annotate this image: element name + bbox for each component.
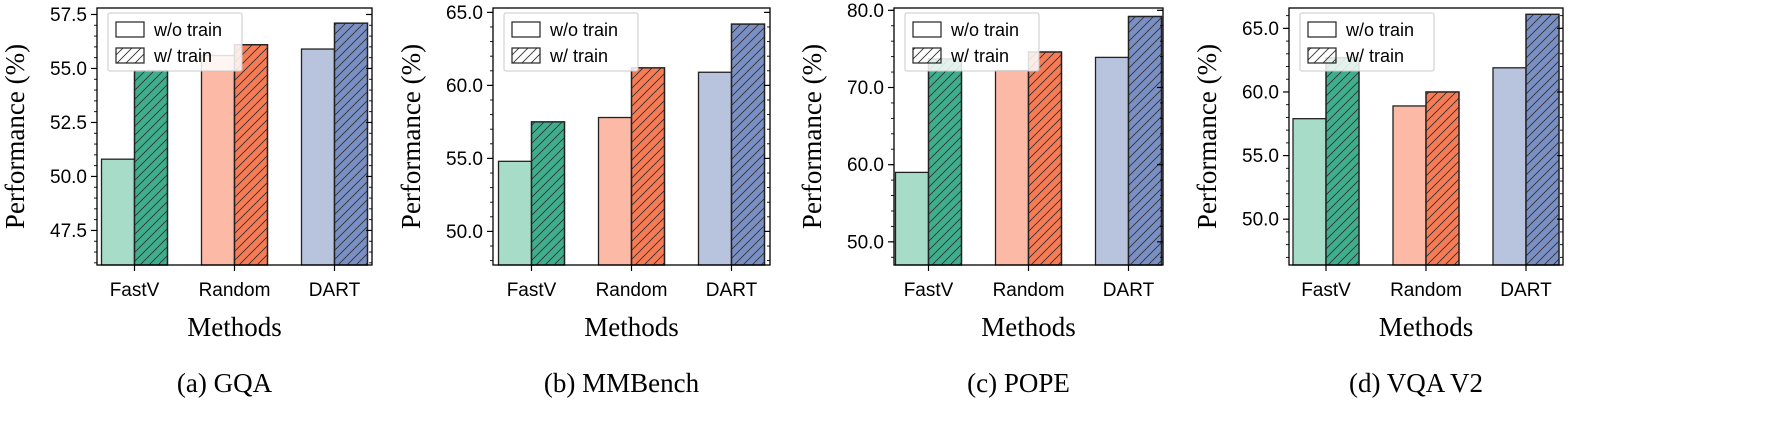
bar-fastv-wo-train xyxy=(1292,118,1327,266)
bar-hatch-fastv xyxy=(1325,56,1360,266)
plot-frame xyxy=(96,7,373,266)
x-tick-label: Random xyxy=(993,280,1065,301)
y-tick-label: 50.0 xyxy=(1242,210,1279,231)
x-axis-title: Methods xyxy=(584,312,679,342)
y-axis-title: Performance (%) xyxy=(1192,44,1222,229)
legend-label-w-train: w/ train xyxy=(950,46,1009,66)
legend-swatch-wo-train xyxy=(115,21,145,38)
y-tick-label: 60.0 xyxy=(1242,82,1279,103)
bar-hatch-dart xyxy=(1525,13,1560,266)
legend-swatch-wo-train xyxy=(912,21,942,38)
bar-hatch-random xyxy=(233,44,269,266)
y-tick-label: 65.0 xyxy=(446,3,483,24)
bar-hatch-fastv xyxy=(133,69,169,266)
legend-swatch-w-train xyxy=(1307,47,1337,64)
y-tick-label: 47.5 xyxy=(50,221,87,242)
y-axis-title: Performance (%) xyxy=(396,44,426,229)
x-axis-title: Methods xyxy=(187,312,282,342)
bar-random-wo-train xyxy=(1392,105,1427,266)
y-tick-label: 60.0 xyxy=(446,76,483,97)
legend-label-wo-train: w/o train xyxy=(153,20,222,40)
x-axis-title: Methods xyxy=(981,312,1076,342)
y-tick-label: 80.0 xyxy=(847,1,884,22)
legend-swatch-wo-train xyxy=(1307,21,1337,38)
y-tick-label: 65.0 xyxy=(1242,19,1279,40)
chart-panel-2: FastV Random DART 50.0 55.0 60.0 65.0 w/o train… xyxy=(396,3,771,398)
legend-label-wo-train: w/o train xyxy=(950,20,1019,40)
chart-panel-3: FastV Random DART 50.0 60.0 70.0 80.0 w/o train… xyxy=(797,1,1164,398)
legend-swatch-w-train xyxy=(115,47,145,64)
bar-dart-wo-train xyxy=(1492,67,1527,266)
x-tick-label: DART xyxy=(706,280,758,301)
bar-hatch-random xyxy=(1425,91,1460,266)
bar-hatch-dart xyxy=(1127,15,1163,266)
legend-label-w-train: w/ train xyxy=(153,46,212,66)
bar-dart-wo-train xyxy=(1094,56,1130,266)
x-tick-label: DART xyxy=(1103,280,1155,301)
panel-caption: (a) GQA xyxy=(177,368,273,398)
bar-hatch-dart xyxy=(730,23,766,266)
bar-hatch-random xyxy=(1027,51,1063,266)
bar-hatch-fastv xyxy=(927,58,963,266)
legend-label-w-train: w/ train xyxy=(549,46,608,66)
y-tick-label: 50.0 xyxy=(50,167,87,188)
legend-label-wo-train: w/o train xyxy=(1345,20,1414,40)
x-tick-label: FastV xyxy=(904,280,954,301)
x-tick-label: Random xyxy=(199,280,271,301)
plot-frame xyxy=(893,7,1164,266)
bar-random-wo-train xyxy=(994,69,1030,266)
bar-random-wo-train xyxy=(200,54,236,266)
panel-caption: (b) MMBench xyxy=(544,368,700,398)
x-axis-title: Methods xyxy=(1379,312,1474,342)
x-tick-label: FastV xyxy=(1301,280,1351,301)
y-tick-label: 55.0 xyxy=(50,59,87,80)
y-tick-label: 70.0 xyxy=(847,78,884,99)
y-tick-label: 50.0 xyxy=(847,232,884,253)
x-tick-label: Random xyxy=(596,280,668,301)
x-tick-label: DART xyxy=(309,280,361,301)
bar-hatch-dart xyxy=(333,22,369,266)
bar-fastv-wo-train xyxy=(497,160,533,266)
y-tick-label: 52.5 xyxy=(50,113,87,134)
y-tick-label: 55.0 xyxy=(1242,146,1279,167)
panel-caption: (c) POPE xyxy=(967,368,1070,398)
bar-dart-wo-train xyxy=(697,71,733,266)
chart-panel-1: FastV Random DART 47.5 50.0 52.5 55.0 57.5 w/o t… xyxy=(0,5,373,398)
x-tick-label: DART xyxy=(1500,280,1552,301)
plot-frame xyxy=(492,7,771,266)
y-axis-title: Performance (%) xyxy=(797,44,827,229)
bar-dart-wo-train xyxy=(300,48,336,266)
legend-swatch-w-train xyxy=(511,47,541,64)
legend-swatch-wo-train xyxy=(511,21,541,38)
bar-fastv-wo-train xyxy=(100,158,136,266)
y-tick-label: 55.0 xyxy=(446,149,483,170)
legend-label-w-train: w/ train xyxy=(1345,46,1404,66)
legend-label-wo-train: w/o train xyxy=(549,20,618,40)
x-tick-label: FastV xyxy=(110,280,160,301)
bar-random-wo-train xyxy=(597,116,633,266)
bar-fastv-wo-train xyxy=(894,171,930,266)
chart-panel-4: FastV Random DART 50.0 55.0 60.0 65.0 w/o train… xyxy=(1192,7,1564,398)
y-tick-label: 57.5 xyxy=(50,5,87,26)
legend-swatch-w-train xyxy=(912,47,942,64)
bar-hatch-random xyxy=(630,67,666,266)
y-tick-label: 50.0 xyxy=(446,222,483,243)
y-axis-title: Performance (%) xyxy=(0,44,30,229)
plot-frame xyxy=(1288,7,1564,266)
y-tick-label: 60.0 xyxy=(847,155,884,176)
panel-caption: (d) VQA V2 xyxy=(1349,368,1483,398)
x-tick-label: Random xyxy=(1390,280,1462,301)
x-tick-label: FastV xyxy=(507,280,557,301)
bar-hatch-fastv xyxy=(530,121,566,266)
